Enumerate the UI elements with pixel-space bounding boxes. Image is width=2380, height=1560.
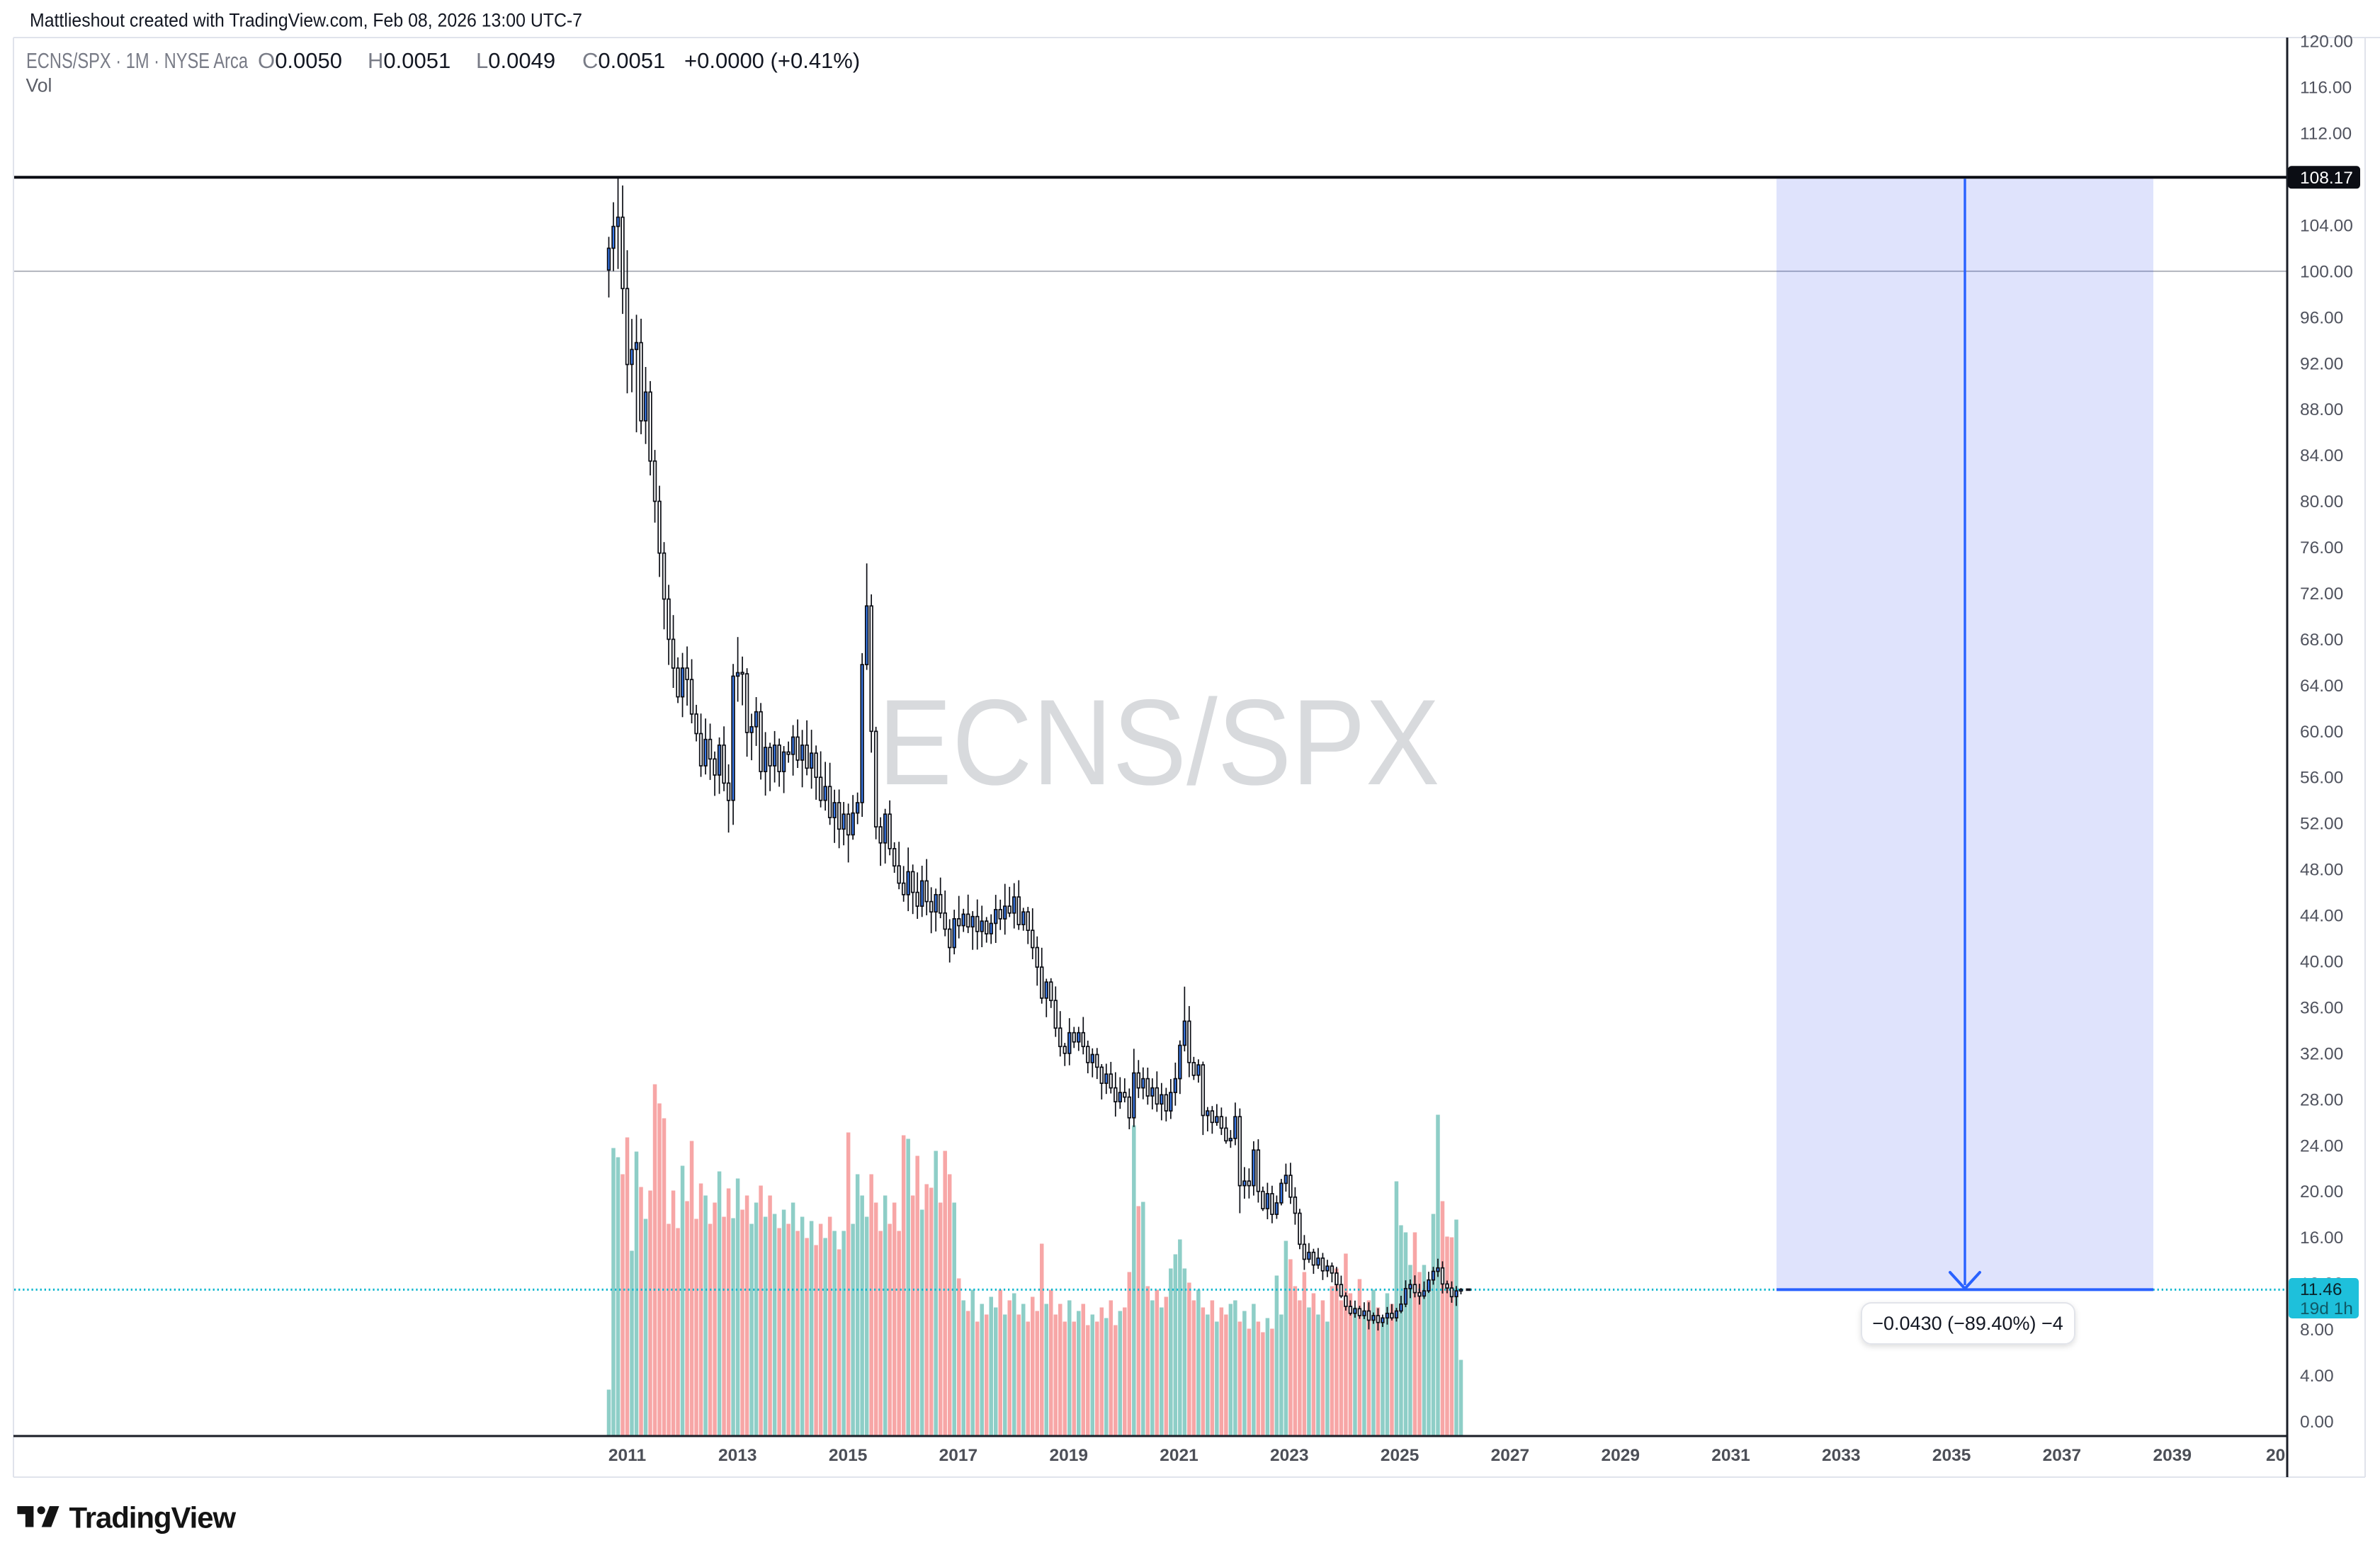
svg-text:120.00: 120.00 [2300,33,2353,52]
svg-text:68.00: 68.00 [2300,631,2343,650]
svg-text:84.00: 84.00 [2300,446,2343,465]
svg-text:2021: 2021 [1160,1446,1198,1465]
svg-text:+0.0000 (+0.41%): +0.0000 (+0.41%) [684,48,860,73]
svg-text:2031: 2031 [1711,1446,1750,1465]
svg-text:O: O [258,48,275,73]
svg-text:0.00: 0.00 [2300,1413,2334,1432]
svg-text:76.00: 76.00 [2300,538,2343,558]
svg-text:0.0049: 0.0049 [488,48,555,73]
svg-text:8.00: 8.00 [2300,1321,2334,1340]
svg-text:116.00: 116.00 [2300,79,2352,98]
svg-text:2025: 2025 [1381,1446,1420,1465]
svg-text:2033: 2033 [1822,1446,1861,1465]
svg-text:−0.0430 (−89.40%) −4: −0.0430 (−89.40%) −4 [1872,1313,2063,1334]
svg-text:28.00: 28.00 [2300,1090,2343,1109]
svg-text:24.00: 24.00 [2300,1136,2343,1155]
svg-text:48.00: 48.00 [2300,861,2343,880]
svg-text:2023: 2023 [1270,1446,1309,1465]
svg-text:52.00: 52.00 [2300,815,2343,834]
svg-text:108.17: 108.17 [2300,169,2353,188]
svg-text:2017: 2017 [939,1446,978,1465]
svg-text:20.00: 20.00 [2300,1182,2343,1202]
svg-text:0.0051: 0.0051 [383,48,450,73]
svg-text:20: 20 [2266,1446,2285,1465]
svg-text:32.00: 32.00 [2300,1044,2343,1063]
svg-text:H: H [368,48,383,73]
svg-text:19d 1h: 19d 1h [2300,1299,2353,1318]
svg-text:16.00: 16.00 [2300,1228,2343,1248]
svg-text:ECNS/SPX · 1M · NYSE Arca: ECNS/SPX · 1M · NYSE Arca [26,48,249,73]
svg-text:2029: 2029 [1601,1446,1640,1465]
svg-text:Mattlieshout created with Trad: Mattlieshout created with TradingView.co… [30,10,582,31]
svg-text:4.00: 4.00 [2300,1367,2334,1386]
svg-text:40.00: 40.00 [2300,953,2343,972]
svg-text:2011: 2011 [608,1446,646,1465]
svg-text:92.00: 92.00 [2300,354,2343,373]
svg-text:2015: 2015 [829,1446,868,1465]
svg-text:64.00: 64.00 [2300,677,2343,696]
svg-text:56.00: 56.00 [2300,769,2343,788]
svg-text:2027: 2027 [1491,1446,1530,1465]
svg-text:ECNS/SPX: ECNS/SPX [878,674,1440,810]
svg-text:C: C [582,48,598,73]
svg-text:2035: 2035 [1932,1446,1971,1465]
svg-text:2019: 2019 [1049,1446,1088,1465]
svg-text:2013: 2013 [718,1446,757,1465]
svg-text:44.00: 44.00 [2300,907,2343,926]
svg-text:TradingView: TradingView [69,1501,237,1534]
svg-text:36.00: 36.00 [2300,998,2343,1017]
svg-text:11.46: 11.46 [2300,1280,2342,1299]
svg-text:112.00: 112.00 [2300,125,2352,144]
svg-text:Vol: Vol [26,75,52,96]
svg-text:80.00: 80.00 [2300,492,2343,511]
svg-text:96.00: 96.00 [2300,308,2343,327]
svg-text:0.0051: 0.0051 [598,48,665,73]
svg-text:L: L [476,48,488,73]
svg-text:100.00: 100.00 [2300,262,2353,281]
svg-text:2037: 2037 [2043,1446,2082,1465]
svg-text:0.0050: 0.0050 [275,48,342,73]
svg-text:2039: 2039 [2153,1446,2192,1465]
svg-text:60.00: 60.00 [2300,723,2343,742]
svg-text:72.00: 72.00 [2300,584,2343,604]
svg-text:104.00: 104.00 [2300,217,2353,236]
svg-text:88.00: 88.00 [2300,400,2343,419]
